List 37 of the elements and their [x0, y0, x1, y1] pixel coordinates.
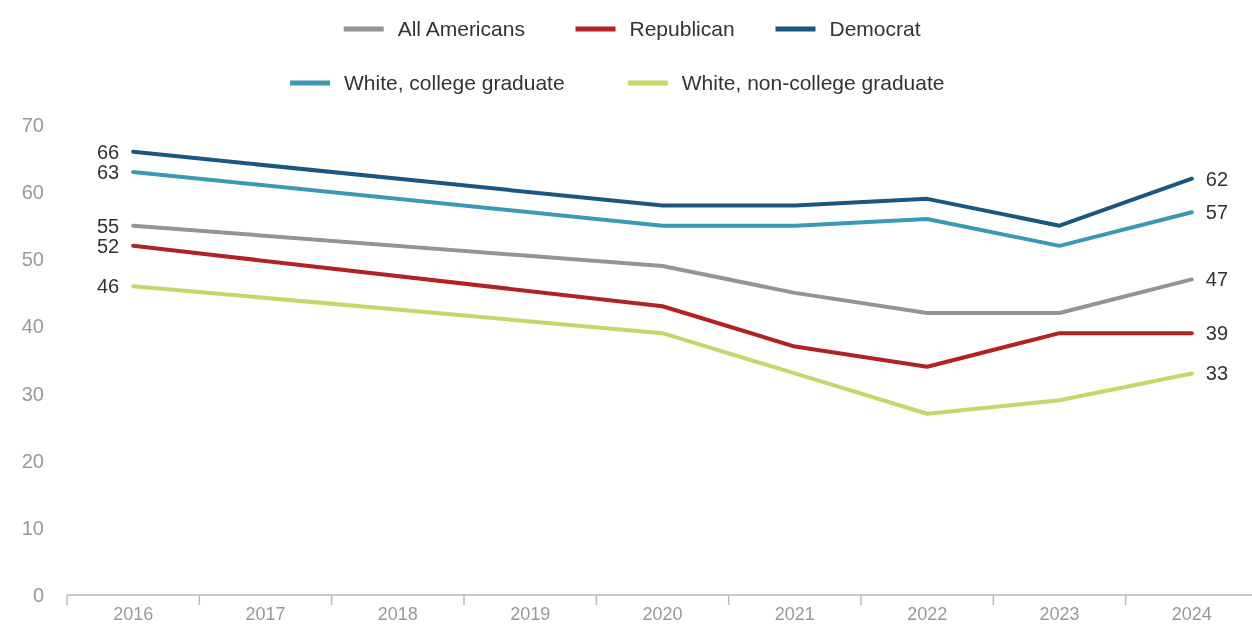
data-label: 57: [1205, 201, 1229, 224]
x-tick-label: 2016: [113, 604, 154, 624]
data-label: 66: [96, 140, 120, 163]
y-tick-label: 40: [21, 315, 44, 338]
y-tick-label: 0: [32, 584, 44, 606]
y-tick-label: 50: [21, 248, 44, 271]
data-label: 63: [96, 161, 120, 183]
y-tick-label: 30: [21, 382, 44, 405]
x-tick-label: 2017: [245, 604, 286, 624]
data-label: 47: [1205, 268, 1229, 291]
x-tick-label: 2021: [774, 604, 815, 624]
y-tick-label: 70: [21, 114, 44, 136]
x-tick-label: 2018: [377, 604, 418, 624]
data-label: 55: [96, 214, 120, 237]
legend-label: Republican: [629, 17, 735, 41]
line-series: [131, 243, 1194, 369]
data-label: 52: [96, 234, 120, 257]
y-tick-label: 20: [21, 449, 44, 472]
legend-label: White, college graduate: [344, 71, 565, 95]
data-label: 46: [96, 275, 120, 298]
x-tick-label: 2024: [1171, 604, 1212, 624]
line-series: [131, 223, 1194, 315]
line-series: [131, 284, 1194, 416]
x-tick-label: 2019: [510, 604, 551, 624]
x-tick-label: 2023: [1039, 604, 1080, 624]
legend-label: Democrat: [829, 17, 921, 41]
data-label: 33: [1205, 362, 1229, 385]
legend-label: All Americans: [397, 17, 525, 41]
data-label: 62: [1205, 167, 1229, 190]
line-series: [131, 170, 1194, 248]
data-label: 39: [1205, 322, 1229, 345]
y-tick-label: 60: [21, 181, 44, 204]
legend-label: White, non-college graduate: [681, 71, 945, 95]
y-tick-label: 10: [21, 516, 44, 539]
x-tick-label: 2020: [642, 604, 683, 624]
line-series: [131, 149, 1194, 228]
x-tick-label: 2022: [907, 604, 948, 624]
